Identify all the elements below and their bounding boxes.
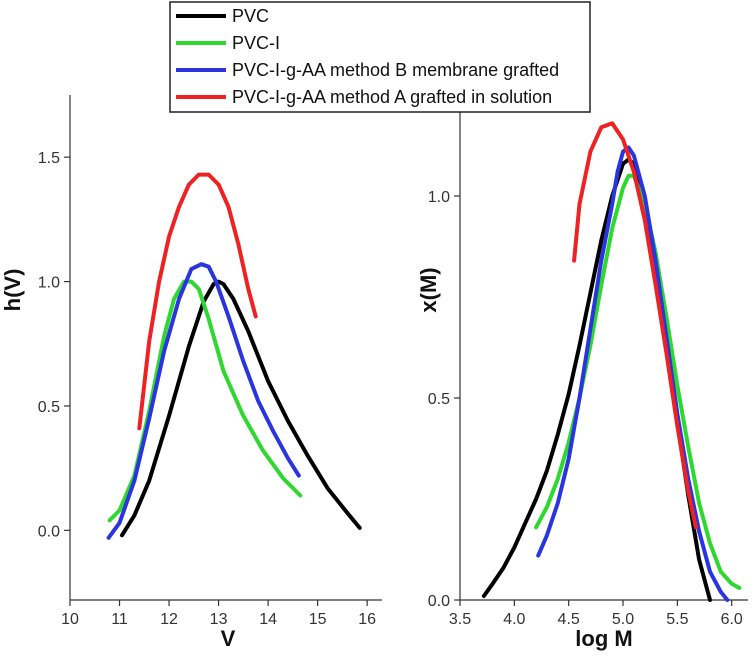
right-series-pvc-i-g-aa-method-a-grafted-in-solution (572, 121, 698, 530)
right-x-tick-label: 4.0 (503, 611, 525, 628)
legend: PVC PVC-I PVC-I-g-AA method B membrane g… (169, 1, 591, 113)
right-x-tick-label: 5.5 (666, 611, 688, 628)
left-y-tick-label: 0.5 (38, 399, 60, 416)
right-x-tick-label: 6.0 (721, 611, 743, 628)
left-x-tick-label: 16 (358, 611, 376, 628)
left-x-tick-label: 12 (160, 611, 178, 628)
left-x-axis-title: V (221, 626, 236, 651)
right-x-axis-title: log M (575, 626, 632, 651)
left-series-pvc-i-g-aa-method-a-grafted-in-solution (137, 172, 258, 431)
right-y-axis-title: x(M) (416, 267, 441, 312)
left-x-tick-label: 13 (210, 611, 228, 628)
legend-item: PVC-I-g-AA method A grafted in solution (176, 87, 552, 107)
left-y-tick-label: 1.0 (38, 275, 60, 292)
right-x-tick-label: 5.0 (612, 611, 634, 628)
left-chart: 10 11 12 13 14 15 16 0.0 0.5 1.0 1.5 V h(V) (0, 95, 382, 651)
legend-item: PVC-I-g-AA method B membrane grafted (176, 60, 559, 80)
legend-item: PVC (176, 6, 269, 26)
right-series-pvc-i-g-aa-method-b-membrane-grafted (536, 145, 730, 602)
left-series-pvc (120, 279, 362, 538)
legend-label: PVC (232, 6, 269, 26)
legend-box (169, 1, 591, 113)
legend-item: PVC-I (176, 33, 280, 53)
right-y-tick-label: 0.0 (428, 593, 450, 610)
legend-label: PVC-I-g-AA method B membrane grafted (232, 60, 559, 80)
right-x-tick-label: 4.5 (558, 611, 580, 628)
right-x-tick-label: 3.5 (449, 611, 471, 628)
right-chart: 3.5 4.0 4.5 5.0 5.5 6.0 0.0 0.5 1.0 log M x(M) (416, 95, 748, 651)
legend-label: PVC-I-g-AA method A grafted in solution (232, 87, 552, 107)
left-x-tick-label: 11 (111, 611, 128, 628)
left-y-axis-title: h(V) (0, 269, 25, 312)
left-x-tick-label: 10 (61, 611, 79, 628)
legend-label: PVC-I (232, 33, 280, 53)
left-x-tick-label: 14 (259, 611, 277, 628)
left-y-tick-label: 0.0 (38, 523, 60, 540)
right-y-tick-label: 0.5 (428, 391, 450, 408)
left-x-tick-label: 15 (309, 611, 327, 628)
right-y-tick-label: 1.0 (428, 189, 450, 206)
left-series-pvc-i-g-aa-method-b-membrane-grafted (106, 262, 301, 540)
left-y-tick-label: 1.5 (38, 150, 60, 167)
